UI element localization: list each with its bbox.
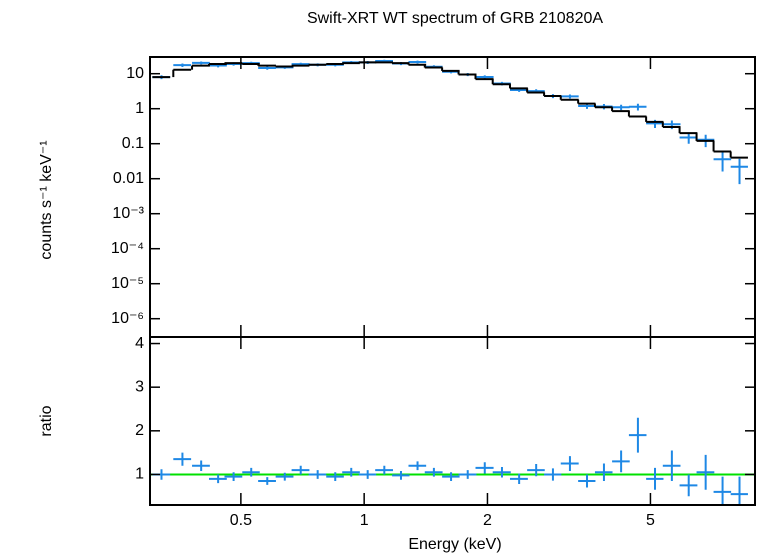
axes-frame	[149, 56, 756, 338]
y-axis-label: ratio	[38, 405, 55, 436]
data-point	[527, 463, 545, 477]
data-point	[242, 467, 260, 477]
data-point	[308, 470, 327, 479]
data-point	[628, 103, 647, 111]
data-point	[730, 158, 748, 185]
chart-title: Swift-XRT WT spectrum of GRB 210820A	[307, 10, 603, 27]
y-tick-label: 4	[135, 335, 144, 352]
y-tick-label: 10⁻⁵	[111, 275, 144, 292]
data-point	[612, 450, 630, 473]
data-point	[392, 470, 410, 480]
data-point	[224, 472, 243, 481]
data-point	[291, 465, 310, 475]
y-tick-label: 1	[135, 466, 144, 483]
data-point	[679, 133, 698, 144]
data-point	[560, 94, 579, 99]
data-point	[612, 104, 630, 111]
data-point	[408, 461, 427, 471]
data-point	[560, 456, 579, 471]
y-tick-label: 10	[126, 65, 144, 82]
data-point	[442, 472, 460, 481]
data-point	[475, 462, 494, 474]
data-point	[696, 454, 715, 490]
y-tick-label: 10⁻³	[112, 205, 144, 222]
y-tick-label: 10⁻⁶	[111, 310, 144, 327]
plot-area	[152, 59, 748, 185]
data-point	[713, 152, 732, 172]
x-axis-label: Energy (keV)	[408, 536, 501, 553]
x-tick-label: 2	[483, 512, 492, 529]
data-point	[209, 474, 227, 484]
data-point	[258, 66, 276, 70]
data-point	[275, 472, 294, 481]
data-point	[509, 473, 528, 485]
data-point	[375, 465, 393, 475]
x-tick-label: 0.5	[230, 512, 252, 529]
plot-area	[150, 417, 755, 505]
data-point	[662, 450, 681, 481]
y-tick-label: 1	[135, 100, 144, 117]
axes-frame	[149, 336, 756, 506]
data-point	[424, 467, 443, 477]
data-point	[342, 467, 360, 477]
data-point	[544, 468, 562, 481]
data-point	[173, 63, 192, 67]
data-point	[730, 476, 748, 505]
x-tick-label: 5	[646, 512, 655, 529]
data-point	[408, 60, 427, 64]
data-point	[628, 417, 647, 453]
data-point	[192, 61, 210, 65]
data-point	[173, 452, 192, 466]
data-point	[192, 460, 210, 471]
data-point	[713, 476, 732, 505]
y-axis-label: counts s⁻¹ keV⁻¹	[38, 140, 55, 259]
data-point	[594, 463, 613, 481]
y-tick-label: 0.1	[122, 135, 144, 152]
x-tick-label: 1	[360, 512, 369, 529]
data-point	[492, 467, 511, 478]
data-point	[578, 474, 596, 488]
data-point	[679, 474, 698, 497]
data-point	[646, 467, 664, 490]
data-point	[458, 470, 477, 479]
y-tick-label: 0.01	[113, 170, 144, 187]
data-point	[358, 470, 377, 479]
y-tick-label: 2	[135, 422, 144, 439]
data-point	[258, 477, 276, 485]
y-tick-label: 10⁻⁴	[111, 240, 144, 257]
y-tick-label: 3	[135, 378, 144, 395]
data-point	[326, 472, 344, 481]
